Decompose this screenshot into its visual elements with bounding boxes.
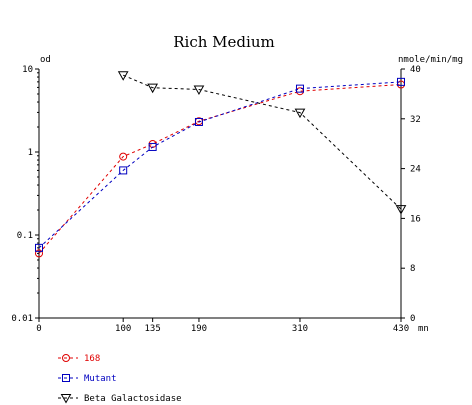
legend: 168 Mutant Beta Galactosidase	[58, 354, 182, 404]
data-point-series-3	[147, 83, 159, 94]
right-axis-label: nmole/min/mg	[398, 55, 463, 65]
data-point-series-3	[294, 108, 306, 119]
data-point-series-2	[148, 142, 157, 151]
x-tick-label: 135	[145, 324, 161, 334]
data-point-series-1	[119, 152, 128, 161]
legend-label: 168	[84, 354, 100, 364]
left-axis-label: od	[40, 55, 51, 65]
left-tick-label: 0.01	[11, 314, 33, 324]
data-point-series-2	[397, 77, 405, 86]
legend-label: Mutant	[84, 374, 117, 384]
x-tick-label: 0	[36, 324, 41, 334]
legend-marker	[62, 374, 70, 382]
right-tick-label: 40	[410, 65, 421, 75]
left-tick-label: 10	[22, 65, 33, 75]
data-point-series-3	[395, 205, 407, 215]
x-tick-label: 430	[393, 324, 409, 334]
series-line-3	[123, 74, 402, 210]
right-axis-ticks: 40 32 24 16 8 0	[401, 65, 421, 324]
legend-marker	[62, 354, 70, 362]
right-tick-label: 24	[410, 165, 421, 175]
right-tick-label: 8	[410, 264, 415, 274]
data-point-series-3	[193, 85, 205, 96]
x-tick-label: 310	[292, 324, 308, 334]
data-point-series-2	[194, 117, 203, 126]
x-axis-ticks: 0 100 135 190 310 430	[36, 318, 409, 334]
right-tick-label: 0	[410, 314, 415, 324]
legend-label: Beta Galactosidase	[84, 394, 182, 404]
series-layer	[35, 71, 407, 258]
legend-marker	[60, 394, 72, 404]
series-line-1	[38, 84, 402, 254]
series-line-2	[38, 81, 402, 249]
x-tick-label: 190	[191, 324, 207, 334]
data-point-series-2	[295, 84, 304, 93]
data-point-series-2	[35, 243, 43, 252]
data-point-series-2	[119, 166, 128, 175]
left-axis-ticks: 10 1 0.1 0.01	[11, 65, 39, 324]
right-tick-label: 32	[410, 115, 421, 125]
left-tick-label: 1	[28, 148, 33, 158]
data-point-series-1	[35, 249, 43, 258]
data-point-series-3	[117, 71, 129, 81]
chart-title: Rich Medium	[173, 33, 274, 51]
x-tick-label: 100	[115, 324, 131, 334]
right-tick-label: 16	[410, 214, 421, 224]
left-tick-label: 0.1	[17, 231, 33, 241]
x-axis-label: mn	[418, 324, 429, 334]
